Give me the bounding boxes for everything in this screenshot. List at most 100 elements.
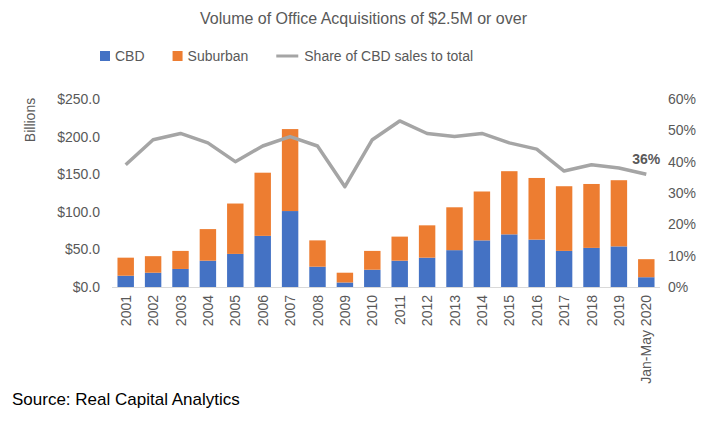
- legend-label: Suburban: [188, 48, 249, 64]
- x-tick-label: 2002: [145, 295, 161, 326]
- x-tick-label: 2001: [118, 295, 134, 326]
- x-tick-label: 2006: [255, 295, 271, 326]
- chart: Volume of Office Acquisitions of $2.5M o…: [0, 0, 717, 427]
- bar: [172, 251, 188, 269]
- x-tick-label: 2011: [392, 295, 408, 325]
- bar: [117, 258, 133, 276]
- x-tick-label: 2005: [227, 295, 243, 326]
- bar: [419, 225, 435, 257]
- y-axis-label: Billions: [22, 98, 38, 142]
- y2-tick-label: 50%: [668, 122, 696, 138]
- data-labels: 36%: [632, 151, 661, 167]
- x-tick-label: 2009: [337, 295, 353, 326]
- y2-tick: [660, 193, 664, 194]
- data-label: 36%: [632, 151, 661, 167]
- title: Volume of Office Acquisitions of $2.5M o…: [200, 10, 528, 27]
- bar: [254, 236, 270, 287]
- bar: [501, 234, 517, 287]
- x-tick-label: 2012: [419, 295, 435, 326]
- y-tick: [108, 99, 112, 100]
- bar: [364, 270, 380, 287]
- y2-tick-label: 40%: [668, 154, 696, 170]
- y-tick: [108, 211, 112, 212]
- bar: [200, 229, 216, 261]
- y-tick-label: $100.0: [57, 204, 100, 220]
- line: [126, 121, 647, 187]
- legend-label: Share of CBD sales to total: [304, 48, 473, 64]
- x-tick-label: 2018: [584, 295, 600, 326]
- bar: [528, 178, 544, 240]
- x-tick-label: 2010: [364, 295, 380, 326]
- y-tick: [108, 287, 112, 288]
- bar: [419, 258, 435, 287]
- bar: [611, 180, 627, 246]
- bar: [254, 173, 270, 236]
- y2-tick-label: 0%: [668, 279, 688, 295]
- y2-tick-label: 60%: [668, 91, 696, 107]
- marks: [117, 121, 654, 287]
- bar: [446, 207, 462, 250]
- bar: [611, 246, 627, 287]
- x-tick-label: 2013: [447, 295, 463, 326]
- bar: [282, 129, 298, 211]
- x-tick-label: 2015: [501, 295, 517, 326]
- bar: [474, 191, 490, 240]
- bar: [364, 251, 380, 270]
- y2-tick-label: 20%: [668, 216, 696, 232]
- x-tick-label: 2007: [282, 295, 298, 326]
- x-tick-label: 2016: [529, 295, 545, 326]
- x-tick-label: Jan-May 2020: [638, 295, 654, 384]
- bar: [227, 254, 243, 287]
- y-tick-label: $50.0: [65, 241, 100, 257]
- y2-tick: [660, 161, 664, 162]
- y-tick-label: $150.0: [57, 166, 100, 182]
- bar: [145, 256, 161, 273]
- y2-tick: [660, 255, 664, 256]
- bar: [528, 240, 544, 287]
- x-tick-label: 2014: [474, 295, 490, 326]
- y2-tick-label: 30%: [668, 185, 696, 201]
- bar: [638, 259, 654, 277]
- x-tick-label: 2008: [310, 295, 326, 326]
- bar: [117, 276, 133, 287]
- x-tick-label: 2003: [173, 295, 189, 326]
- y-tick-label: $0.0: [73, 279, 100, 295]
- x-tick-label: 2004: [200, 295, 216, 326]
- bar: [446, 250, 462, 287]
- bar: [556, 251, 572, 287]
- x-tick-label: 2017: [556, 295, 572, 326]
- x-axis-line: [112, 287, 660, 288]
- y-tick-label: $200.0: [57, 129, 100, 145]
- y-tick: [108, 249, 112, 250]
- y2-tick: [660, 287, 664, 288]
- bar: [556, 186, 572, 251]
- x-tick-label: 2019: [611, 295, 627, 326]
- bar: [145, 273, 161, 287]
- y-tick: [108, 174, 112, 175]
- bar: [391, 261, 407, 287]
- bar: [337, 273, 353, 283]
- y2-tick: [660, 130, 664, 131]
- background: [0, 0, 717, 427]
- bar: [309, 267, 325, 287]
- bar: [474, 240, 490, 287]
- bar: [638, 277, 654, 287]
- y2-tick: [660, 224, 664, 225]
- y2-tick: [660, 99, 664, 100]
- legend: CBD Suburban Share of CBD sales to total: [100, 48, 473, 64]
- bar: [391, 237, 407, 261]
- bar: [282, 211, 298, 287]
- legend-swatch: [173, 51, 183, 61]
- legend-swatch: [276, 55, 298, 58]
- bar: [583, 184, 599, 248]
- bar: [172, 269, 188, 287]
- bar: [337, 282, 353, 287]
- source: Source: Real Capital Analytics: [12, 390, 240, 409]
- bar: [227, 204, 243, 254]
- bar: [501, 171, 517, 234]
- y-tick: [108, 136, 112, 137]
- legend-label: CBD: [115, 48, 145, 64]
- y-tick-label: $250.0: [57, 91, 100, 107]
- bar: [200, 261, 216, 287]
- bar: [309, 240, 325, 266]
